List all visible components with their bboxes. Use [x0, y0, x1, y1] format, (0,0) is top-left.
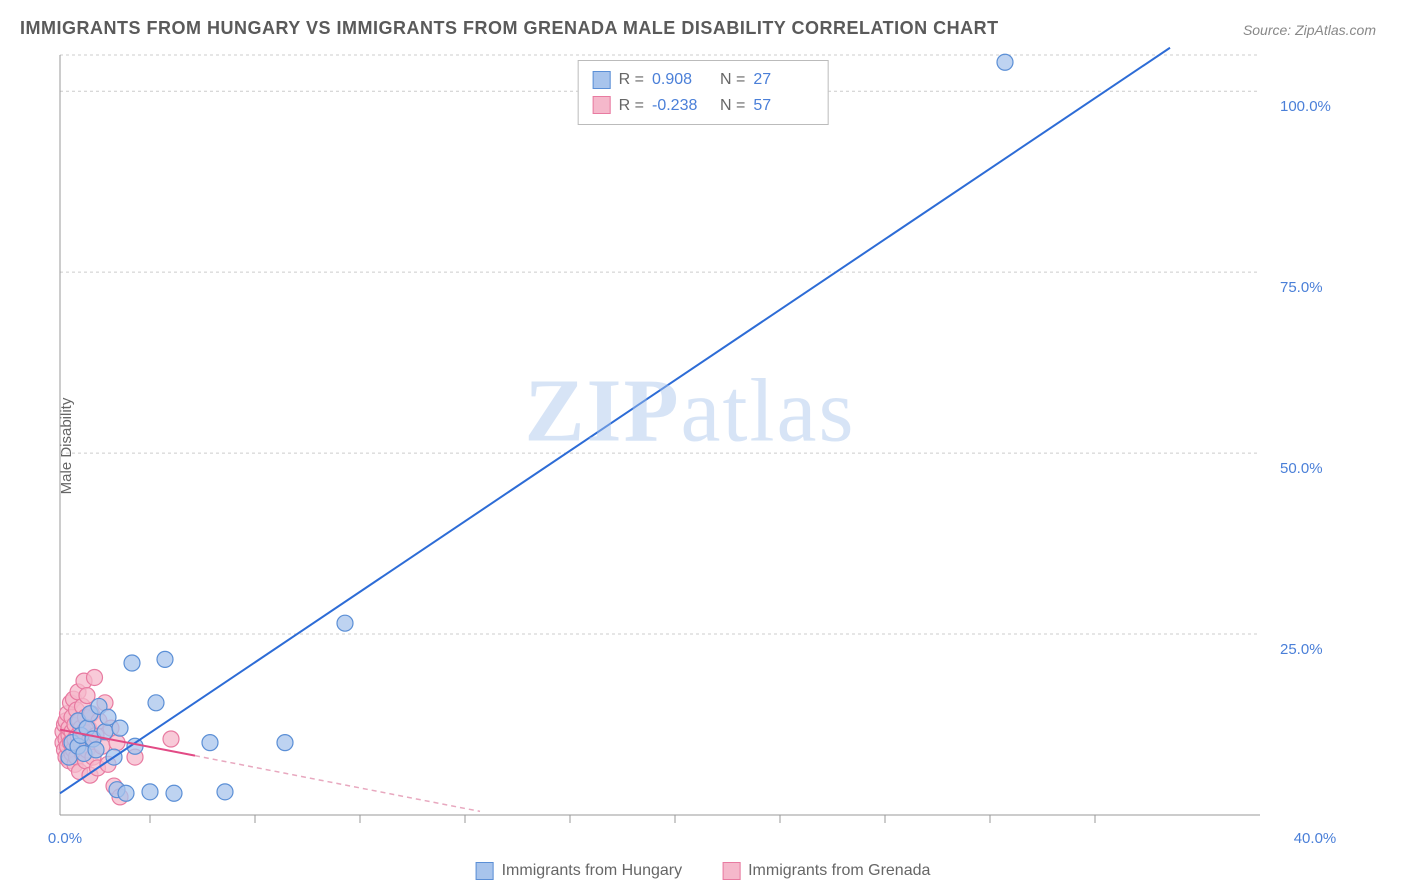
r-value: -0.238 — [652, 93, 712, 119]
legend-swatch — [722, 862, 740, 880]
scatter-point — [202, 735, 218, 751]
n-label: N = — [720, 93, 745, 119]
scatter-point — [277, 735, 293, 751]
legend-row: R = -0.238 N = 57 — [593, 93, 814, 119]
scatter-point — [88, 742, 104, 758]
scatter-point — [142, 784, 158, 800]
legend-swatch — [593, 96, 611, 114]
scatter-point — [118, 785, 134, 801]
scatter-point — [997, 54, 1013, 70]
scatter-point — [157, 651, 173, 667]
scatter-point — [163, 731, 179, 747]
plot-area: ZIPatlas 25.0%50.0%75.0%100.0%0.0%40.0% — [60, 55, 1320, 845]
legend-item: Immigrants from Grenada — [722, 862, 930, 880]
source-attribution: Source: ZipAtlas.com — [1243, 22, 1376, 38]
x-tick-label: 40.0% — [1294, 830, 1337, 847]
scatter-point — [148, 695, 164, 711]
scatter-point — [217, 784, 233, 800]
scatter-point — [112, 720, 128, 736]
scatter-point — [87, 669, 103, 685]
series-legend: Immigrants from Hungary Immigrants from G… — [476, 862, 931, 880]
scatter-point — [124, 655, 140, 671]
n-value: 27 — [753, 67, 813, 93]
y-tick-label: 50.0% — [1280, 460, 1323, 477]
legend-swatch — [476, 862, 494, 880]
chart-title: IMMIGRANTS FROM HUNGARY VS IMMIGRANTS FR… — [20, 18, 999, 39]
n-value: 57 — [753, 93, 813, 119]
scatter-point — [337, 615, 353, 631]
r-value: 0.908 — [652, 67, 712, 93]
x-tick-label: 0.0% — [48, 830, 82, 847]
scatter-point — [166, 785, 182, 801]
chart-container: IMMIGRANTS FROM HUNGARY VS IMMIGRANTS FR… — [0, 0, 1406, 892]
legend-swatch — [593, 71, 611, 89]
legend-item: Immigrants from Hungary — [476, 862, 683, 880]
scatter-chart-svg: 25.0%50.0%75.0%100.0%0.0%40.0% — [60, 55, 1320, 845]
y-tick-label: 75.0% — [1280, 279, 1323, 296]
n-label: N = — [720, 67, 745, 93]
correlation-legend: R = 0.908 N = 27 R = -0.238 N = 57 — [578, 60, 829, 125]
legend-label: Immigrants from Grenada — [748, 862, 930, 880]
legend-row: R = 0.908 N = 27 — [593, 67, 814, 93]
y-tick-label: 100.0% — [1280, 98, 1331, 115]
r-label: R = — [619, 67, 644, 93]
r-label: R = — [619, 93, 644, 119]
y-tick-label: 25.0% — [1280, 641, 1323, 658]
legend-label: Immigrants from Hungary — [502, 862, 683, 880]
